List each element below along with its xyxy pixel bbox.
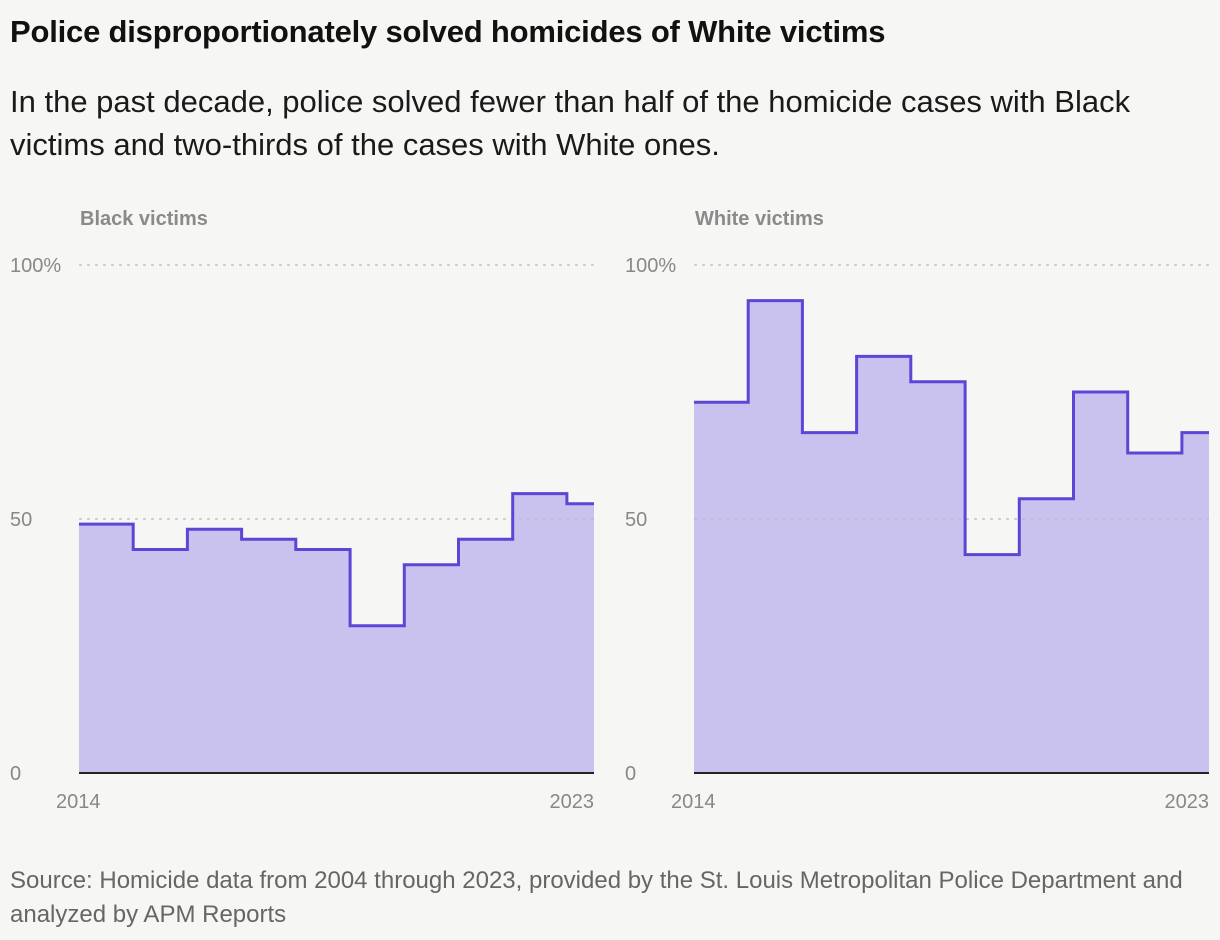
chart-title: Police disproportionately solved homicid… [10, 14, 886, 49]
y-tick-label: 50 [625, 509, 647, 531]
panel-black-victims: Black victims 0 50 100% 2014 2023 [10, 208, 594, 813]
area-fill [79, 493, 594, 773]
chart-subtitle: In the past decade, police solved fewer … [10, 84, 1131, 162]
y-tick-label: 50 [10, 509, 32, 531]
x-tick-label: 2014 [56, 791, 101, 813]
x-tick-label: 2014 [671, 791, 716, 813]
y-tick-label: 0 [10, 763, 21, 785]
series-line [694, 299, 1209, 557]
x-tick-label: 2023 [1165, 791, 1210, 813]
y-tick-label: 100% [625, 255, 676, 277]
panel-title: White victims [695, 208, 824, 230]
source-note: Source: Homicide data from 2004 through … [10, 867, 1183, 928]
y-tick-label: 100% [10, 255, 61, 277]
area-fill [694, 300, 1209, 773]
series-line [79, 492, 594, 628]
panel-title: Black victims [80, 208, 208, 230]
y-tick-label: 0 [625, 763, 636, 785]
x-tick-label: 2023 [550, 791, 595, 813]
panel-white-victims: White victims 0 50 100% 2014 2023 [625, 208, 1209, 813]
